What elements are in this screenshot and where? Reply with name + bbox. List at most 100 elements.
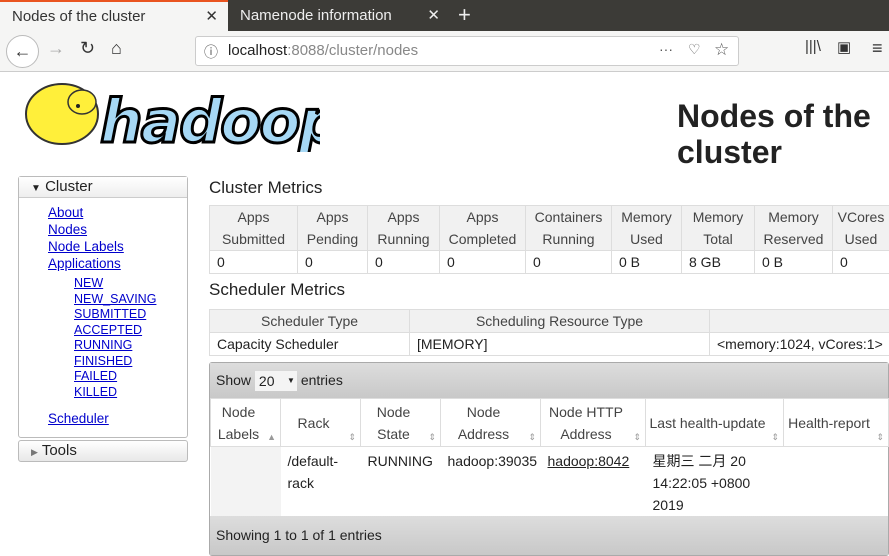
header-text: Pending <box>307 231 358 247</box>
sort-icon: ⇕ <box>633 432 641 442</box>
cluster-label: Cluster <box>45 178 93 195</box>
info-icon[interactable]: ⓘ <box>204 42 218 62</box>
cluster-section-header[interactable]: ▼ Cluster <box>19 177 187 198</box>
bookmark-star-icon[interactable]: ☆ <box>714 40 729 60</box>
cell-text: 星期三 二月 20 14:22:05 +0800 2019 <box>653 453 751 513</box>
sortable-column-header[interactable]: Rack⇕ <box>281 399 361 447</box>
home-icon[interactable]: ⌂ <box>111 38 122 59</box>
collapsed-triangle-icon: ▶ <box>31 447 38 457</box>
sort-icon: ⇕ <box>876 432 884 442</box>
sort-icon: ⇕ <box>771 432 779 442</box>
url-bar[interactable]: ⓘ localhost:8088/cluster/nodes ··· ♡ ☆ <box>195 36 739 66</box>
nav-app-finished[interactable]: FINISHED <box>74 354 187 370</box>
nav-applications[interactable]: Applications <box>48 255 187 272</box>
nav-about[interactable]: About <box>48 204 187 221</box>
header-text: Node <box>377 404 410 420</box>
sortable-column-header[interactable]: Health-report ⇕ <box>784 399 889 447</box>
nav-app-running[interactable]: RUNNING <box>74 338 187 354</box>
sortable-column-header[interactable]: Node Labels ▲ <box>211 399 281 447</box>
sort-asc-icon: ▲ <box>267 432 276 442</box>
col-metric: Containers Running <box>526 206 612 251</box>
sort-icon: ⇕ <box>528 432 536 442</box>
tab-nodes-of-cluster[interactable]: Nodes of the cluster ✕ <box>0 0 228 31</box>
node-http-link[interactable]: hadoop:8042 <box>548 453 630 469</box>
metric-value: 0 <box>440 251 526 274</box>
library-icon[interactable]: |||\ <box>805 38 821 55</box>
header-text: Address <box>560 426 611 442</box>
sortable-column-header[interactable]: Node State ⇕ <box>361 399 441 447</box>
metric-value: 0 B <box>755 251 833 274</box>
tab-label: Namenode information <box>240 7 392 24</box>
nav-app-new-saving[interactable]: NEW_SAVING <box>74 292 187 308</box>
header-text: Node Address <box>458 404 509 442</box>
nav-app-failed[interactable]: FAILED <box>74 369 187 385</box>
tab-label: Nodes of the cluster <box>12 8 145 25</box>
header-text: Last health-update <box>650 415 766 431</box>
page-size-value: 20 <box>259 373 275 389</box>
col-scheduler-type: Scheduler Type <box>210 310 410 333</box>
nav-app-killed[interactable]: KILLED <box>74 385 187 401</box>
scheduler-type: Capacity Scheduler <box>210 333 410 356</box>
col-min-allocation <box>710 310 889 333</box>
header-text: Node <box>222 404 255 420</box>
pocket-icon[interactable]: ♡ <box>688 41 701 58</box>
header-text: Running <box>377 231 429 247</box>
sort-icon: ⇕ <box>428 432 436 442</box>
cell-text: /default-rack <box>288 453 339 491</box>
back-icon[interactable]: ← <box>6 35 39 68</box>
cell-rack: /default-rack <box>281 447 361 517</box>
nav-app-submitted[interactable]: SUBMITTED <box>74 307 187 323</box>
nav-app-new[interactable]: NEW <box>74 276 187 292</box>
page-title: Nodes of the cluster <box>677 98 882 170</box>
metric-value: 8 GB <box>682 251 755 274</box>
header-text: Memory <box>621 209 672 225</box>
cell-http: hadoop:8042 <box>541 447 646 517</box>
metric-value: 0 <box>210 251 298 274</box>
length-control: Show 20▼ entries <box>210 363 888 398</box>
header-text: Containers <box>535 209 603 225</box>
sortable-column-header[interactable]: Node Address ⇕ <box>441 399 541 447</box>
metric-value: 0 <box>298 251 368 274</box>
header-text: Node HTTP <box>549 404 623 420</box>
header-text: State <box>377 426 410 442</box>
close-tab-icon[interactable]: ✕ <box>205 2 218 31</box>
tools-label: Tools <box>42 442 77 459</box>
sidebar-icon[interactable]: ▣ <box>837 38 851 56</box>
header-text: VCores <box>838 209 885 225</box>
close-tab-icon[interactable]: ✕ <box>427 0 440 31</box>
nav-node-labels[interactable]: Node Labels <box>48 238 187 255</box>
col-scheduling-resource-type: Scheduling Resource Type <box>410 310 710 333</box>
scheduler-metrics-title: Scheduler Metrics <box>209 279 889 301</box>
tab-namenode-information[interactable]: Namenode information ✕ <box>228 0 450 31</box>
url-host: localhost <box>228 42 287 59</box>
cell-health_report <box>784 447 889 517</box>
header-text: Labels <box>218 426 259 442</box>
scheduling-resource-type: [MEMORY] <box>410 333 710 356</box>
sortable-column-header[interactable]: Last health-update ⇕ <box>646 399 784 447</box>
header-text: Running <box>542 231 594 247</box>
sortable-column-header[interactable]: Node HTTP Address ⇕ <box>541 399 646 447</box>
header-text: Apps <box>238 209 270 225</box>
menu-icon[interactable]: ≡ <box>872 38 883 59</box>
header-text: Health-report <box>788 415 870 431</box>
header-text: Used <box>630 231 663 247</box>
sort-icon: ⇕ <box>348 432 356 442</box>
cell-labels <box>211 447 281 517</box>
header-text: Memory <box>693 209 744 225</box>
page-size-select[interactable]: 20▼ <box>255 371 297 391</box>
reload-icon[interactable]: ↻ <box>80 38 95 59</box>
forward-icon[interactable]: → <box>47 38 65 59</box>
url-path: :8088/cluster/nodes <box>287 42 418 59</box>
header-text: Apps <box>388 209 420 225</box>
more-icon[interactable]: ··· <box>659 41 673 57</box>
new-tab-icon[interactable]: + <box>458 0 471 30</box>
cell-text: RUNNING <box>368 453 433 469</box>
nav-nodes[interactable]: Nodes <box>48 221 187 238</box>
header-text: Completed <box>449 231 517 247</box>
nav-scheduler[interactable]: Scheduler <box>48 410 187 427</box>
nav-app-accepted[interactable]: ACCEPTED <box>74 323 187 339</box>
sidebar-tools[interactable]: ▶ Tools <box>18 440 188 462</box>
